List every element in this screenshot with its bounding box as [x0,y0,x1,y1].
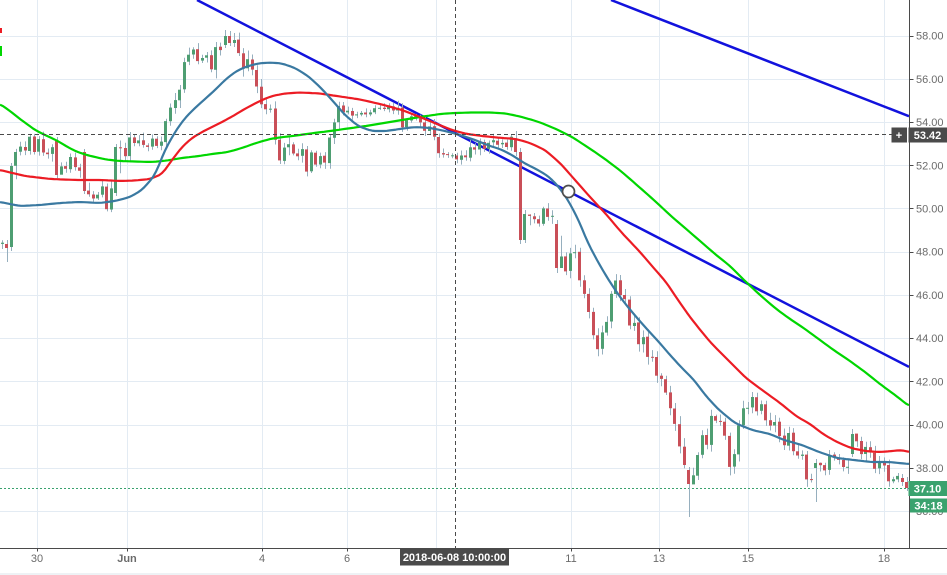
svg-text:37.10: 37.10 [914,484,942,496]
svg-text:58.00: 58.00 [916,31,944,43]
svg-text:46.00: 46.00 [916,290,944,302]
svg-text:11: 11 [565,553,576,565]
svg-text:40.00: 40.00 [916,420,944,432]
svg-text:+: + [896,130,902,142]
svg-text:56.00: 56.00 [916,74,944,86]
svg-text:4: 4 [259,553,265,565]
svg-text:48.00: 48.00 [916,247,944,259]
svg-text:2018-06-08 10:00:00: 2018-06-08 10:00:00 [403,552,506,564]
svg-text:52.00: 52.00 [916,160,944,172]
svg-text:50.00: 50.00 [916,204,944,216]
svg-text:34:18: 34:18 [914,501,942,513]
svg-text:44.00: 44.00 [916,333,944,345]
svg-text:Jun: Jun [117,553,137,565]
svg-text:30: 30 [31,553,43,565]
svg-text:53.42: 53.42 [914,130,942,142]
svg-text:38.00: 38.00 [916,463,944,475]
svg-text:42.00: 42.00 [916,376,944,388]
svg-text:54.00: 54.00 [916,117,944,129]
svg-text:13: 13 [653,553,665,565]
svg-text:15: 15 [742,553,754,565]
svg-text:6: 6 [344,553,350,565]
svg-text:18: 18 [878,553,890,565]
